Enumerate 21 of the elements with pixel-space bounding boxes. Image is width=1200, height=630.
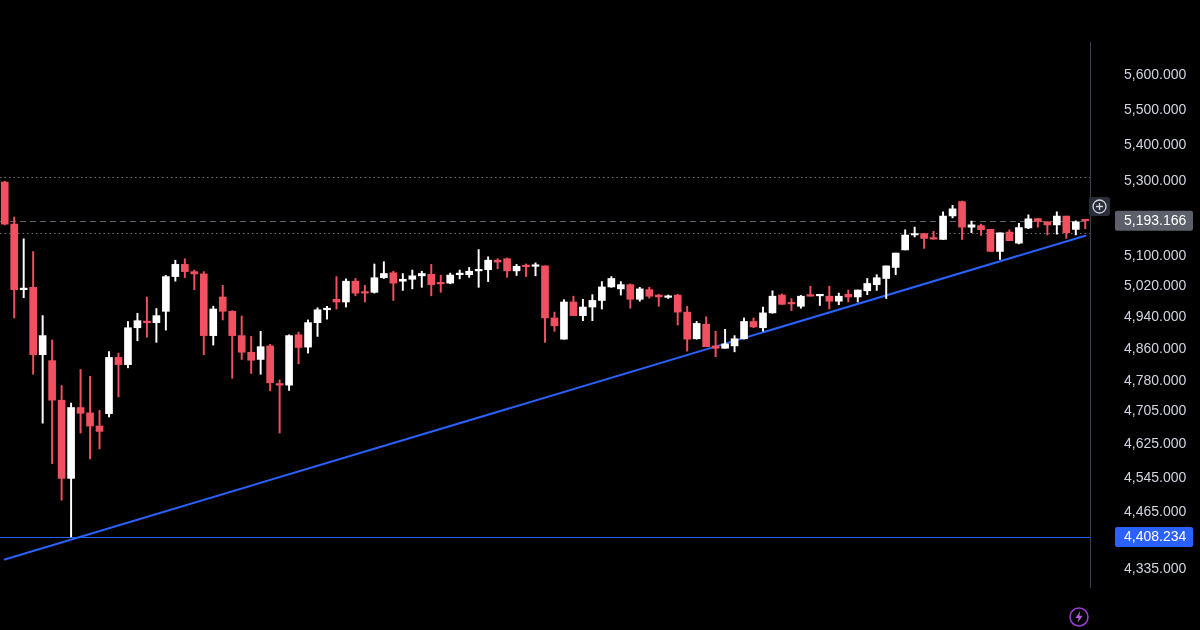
y-tick-label: 4,860.000 <box>1124 339 1187 356</box>
y-tick-label: 4,940.000 <box>1124 308 1187 325</box>
y-tick-label: 4,335.000 <box>1124 560 1187 577</box>
y-tick-label: 5,400.000 <box>1124 136 1187 153</box>
candlestick <box>436 274 445 293</box>
y-tick-label: 4,545.000 <box>1124 468 1187 485</box>
y-tick-label: 4,780.000 <box>1124 371 1187 388</box>
y-tick-label: 4,465.000 <box>1124 503 1187 520</box>
y-tick-label: 5,500.000 <box>1124 100 1187 117</box>
y-tick-label: 5,300.000 <box>1124 172 1187 189</box>
y-tick-label: 5,600.000 <box>1124 66 1187 83</box>
ref-line-label: 5,193.166 <box>1124 212 1187 229</box>
candlestick <box>19 238 28 299</box>
ref-line-label: 4,408.234 <box>1124 528 1187 545</box>
y-tick-label: 5,020.000 <box>1124 277 1187 294</box>
y-tick-label: 5,100.000 <box>1124 246 1187 263</box>
candlestick <box>76 369 85 434</box>
y-tick-label: 4,625.000 <box>1124 435 1187 452</box>
candlestick <box>143 296 151 338</box>
y-tick-label: 4,705.000 <box>1124 402 1187 419</box>
candlestick <box>711 330 720 357</box>
